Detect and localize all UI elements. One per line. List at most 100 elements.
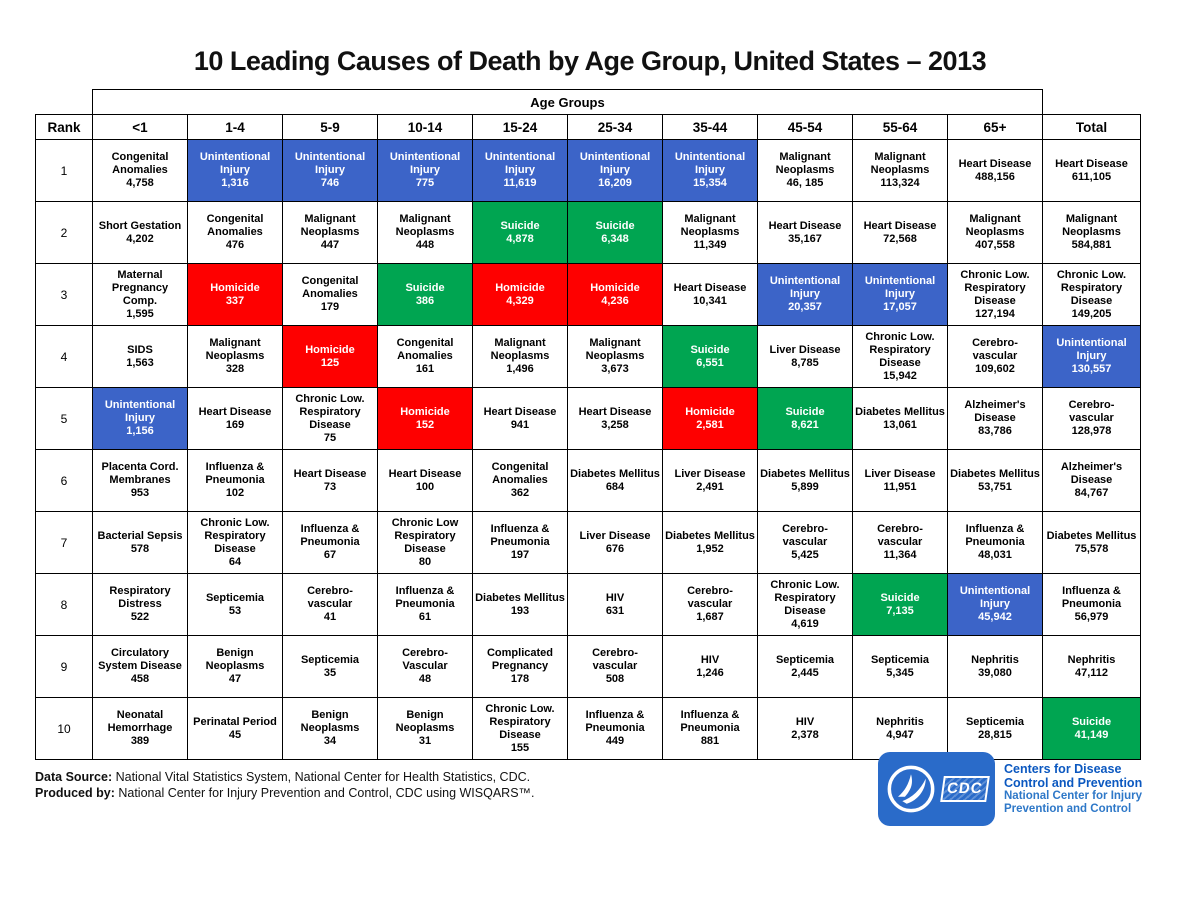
cause-name: Liver Disease <box>769 343 841 356</box>
cause-cell: Diabetes Mellitus 53,751 <box>947 449 1043 512</box>
cause-name: Unintentional Injury <box>389 151 461 176</box>
cause-name: Suicide <box>880 591 920 604</box>
cause-cell: Chronic Low Respiratory Disease 80 <box>377 511 473 574</box>
cause-cell: Diabetes Mellitus 75,578 <box>1042 511 1141 574</box>
cause-name: Cerebro- vascular <box>307 585 353 610</box>
cause-cell: Chronic Low. Respiratory Disease 75 <box>282 387 378 450</box>
rank-cell: 4 <box>35 325 93 388</box>
death-count: 775 <box>415 177 435 189</box>
cause-cell: Benign Neoplasms 47 <box>187 635 283 698</box>
cause-name: Alzheimer's Disease <box>964 399 1026 424</box>
cause-name: Suicide <box>690 343 730 356</box>
table-row: 3 Maternal Pregnancy Comp. 1,595 Homicide 33… <box>35 263 1141 326</box>
death-count: 109,602 <box>975 363 1015 375</box>
cause-cell: Heart Disease 10,341 <box>662 263 758 326</box>
cause-cell: Liver Disease 11,951 <box>852 449 948 512</box>
cause-name: Diabetes Mellitus <box>855 405 945 418</box>
cause-name: Diabetes Mellitus <box>1046 529 1137 542</box>
cause-name: Malignant Neoplasms <box>205 337 265 362</box>
org-name-line2: Control and Prevention <box>1004 775 1143 790</box>
cause-name: Septicemia <box>205 591 265 604</box>
cause-cell: Suicide 8,621 <box>757 387 853 450</box>
cause-name: SIDS <box>127 343 153 356</box>
cause-cell: Septicemia 53 <box>187 573 283 636</box>
death-count: 48 <box>418 673 432 685</box>
cause-cell: Suicide 4,878 <box>472 201 568 264</box>
rank-cell: 5 <box>35 387 93 450</box>
cdc-logo-badge: CDC <box>878 752 995 826</box>
death-count: 11,364 <box>883 549 917 561</box>
cause-name: Heart Disease <box>768 219 842 232</box>
cause-cell: HIV 631 <box>567 573 663 636</box>
cause-name: Homicide <box>590 281 640 294</box>
death-count: 100 <box>415 480 435 493</box>
death-count: 2,445 <box>791 666 819 679</box>
rank-cell: 1 <box>35 139 93 202</box>
cause-name: Malignant Neoplasms <box>585 337 645 362</box>
cdc-logo-block: CDC Centers for Disease Control and Prev… <box>878 752 1142 826</box>
cause-cell: Diabetes Mellitus 684 <box>567 449 663 512</box>
cause-name: Congenital Anomalies <box>111 151 169 176</box>
cause-cell: Homicide 2,581 <box>662 387 758 450</box>
cause-name: Chronic Low. Respiratory Disease <box>200 516 270 555</box>
age-column-header: 10-14 <box>377 114 473 140</box>
cause-cell: Liver Disease 8,785 <box>757 325 853 388</box>
cause-name: Complicated Pregnancy <box>486 647 553 672</box>
death-count: 1,952 <box>696 542 724 555</box>
cause-name: Congenital Anomalies <box>491 461 549 486</box>
cause-cell: Heart Disease 100 <box>377 449 473 512</box>
death-count: 1,316 <box>221 177 249 189</box>
age-column-header: 65+ <box>947 114 1043 140</box>
cause-cell: Nephritis 4,947 <box>852 697 948 760</box>
cause-name: Chronic Low Respiratory Disease <box>391 516 459 555</box>
death-count: 328 <box>225 363 245 375</box>
cause-cell: Influenza & Pneumonia 102 <box>187 449 283 512</box>
cause-name: HIV <box>700 653 720 666</box>
death-count: 127,194 <box>975 307 1015 320</box>
cause-name: Influenza & Pneumonia <box>205 461 265 486</box>
cause-name: Homicide <box>305 343 355 356</box>
cause-name: Cerebro- vascular <box>972 337 1018 362</box>
cause-name: Heart Disease <box>673 281 747 294</box>
cause-cell: Malignant Neoplasms 448 <box>377 201 473 264</box>
death-count: 17,057 <box>883 301 917 313</box>
death-count: 407,558 <box>975 239 1015 251</box>
death-count: 488,156 <box>975 170 1015 183</box>
death-count: 41,149 <box>1074 728 1109 741</box>
cause-name: Malignant Neoplasms <box>300 213 360 238</box>
cause-name: Cerebro- Vascular <box>402 647 448 672</box>
cause-name: Congenital Anomalies <box>301 275 359 300</box>
cause-name: Maternal Pregnancy Comp. <box>111 268 169 307</box>
cause-name: Unintentional Injury <box>484 151 556 176</box>
death-count: 3,673 <box>601 363 629 375</box>
death-count: 11,349 <box>693 239 727 251</box>
death-count: 449 <box>605 735 625 747</box>
cause-cell: Chronic Low. Respiratory Disease 155 <box>472 697 568 760</box>
cause-name: Homicide <box>210 281 260 294</box>
cause-cell: Diabetes Mellitus 1,952 <box>662 511 758 574</box>
cause-cell: Septicemia 35 <box>282 635 378 698</box>
cause-cell: Alzheimer's Disease 84,767 <box>1042 449 1141 512</box>
cause-cell: Nephritis 39,080 <box>947 635 1043 698</box>
cause-cell: Chronic Low. Respiratory Disease 149,205 <box>1042 263 1141 326</box>
cause-name: Influenza & Pneumonia <box>395 585 455 610</box>
death-count: 676 <box>605 542 625 555</box>
age-column-header: 1-4 <box>187 114 283 140</box>
death-count: 178 <box>510 673 530 685</box>
cause-name: Neonatal Hemorrhage <box>107 709 173 734</box>
cause-name: Heart Disease <box>388 467 462 480</box>
cause-cell: Unintentional Injury 45,942 <box>947 573 1043 636</box>
cause-name: Malignant Neoplasms <box>965 213 1025 238</box>
cause-cell: Unintentional Injury 20,357 <box>757 263 853 326</box>
death-count: 15,942 <box>883 369 917 382</box>
cause-cell: Circulatory System Disease 458 <box>92 635 188 698</box>
produced-by-text: National Center for Injury Prevention an… <box>118 786 535 800</box>
death-count: 152 <box>415 418 435 431</box>
cause-name: Bacterial Sepsis <box>97 529 183 542</box>
cause-name: Influenza & Pneumonia <box>680 709 740 734</box>
death-count: 47 <box>228 673 242 685</box>
data-source-text: National Vital Statistics System, Nation… <box>115 770 531 784</box>
cause-cell: Malignant Neoplasms 447 <box>282 201 378 264</box>
cause-name: Respiratory Distress <box>109 585 171 610</box>
death-count: 61 <box>418 611 432 623</box>
